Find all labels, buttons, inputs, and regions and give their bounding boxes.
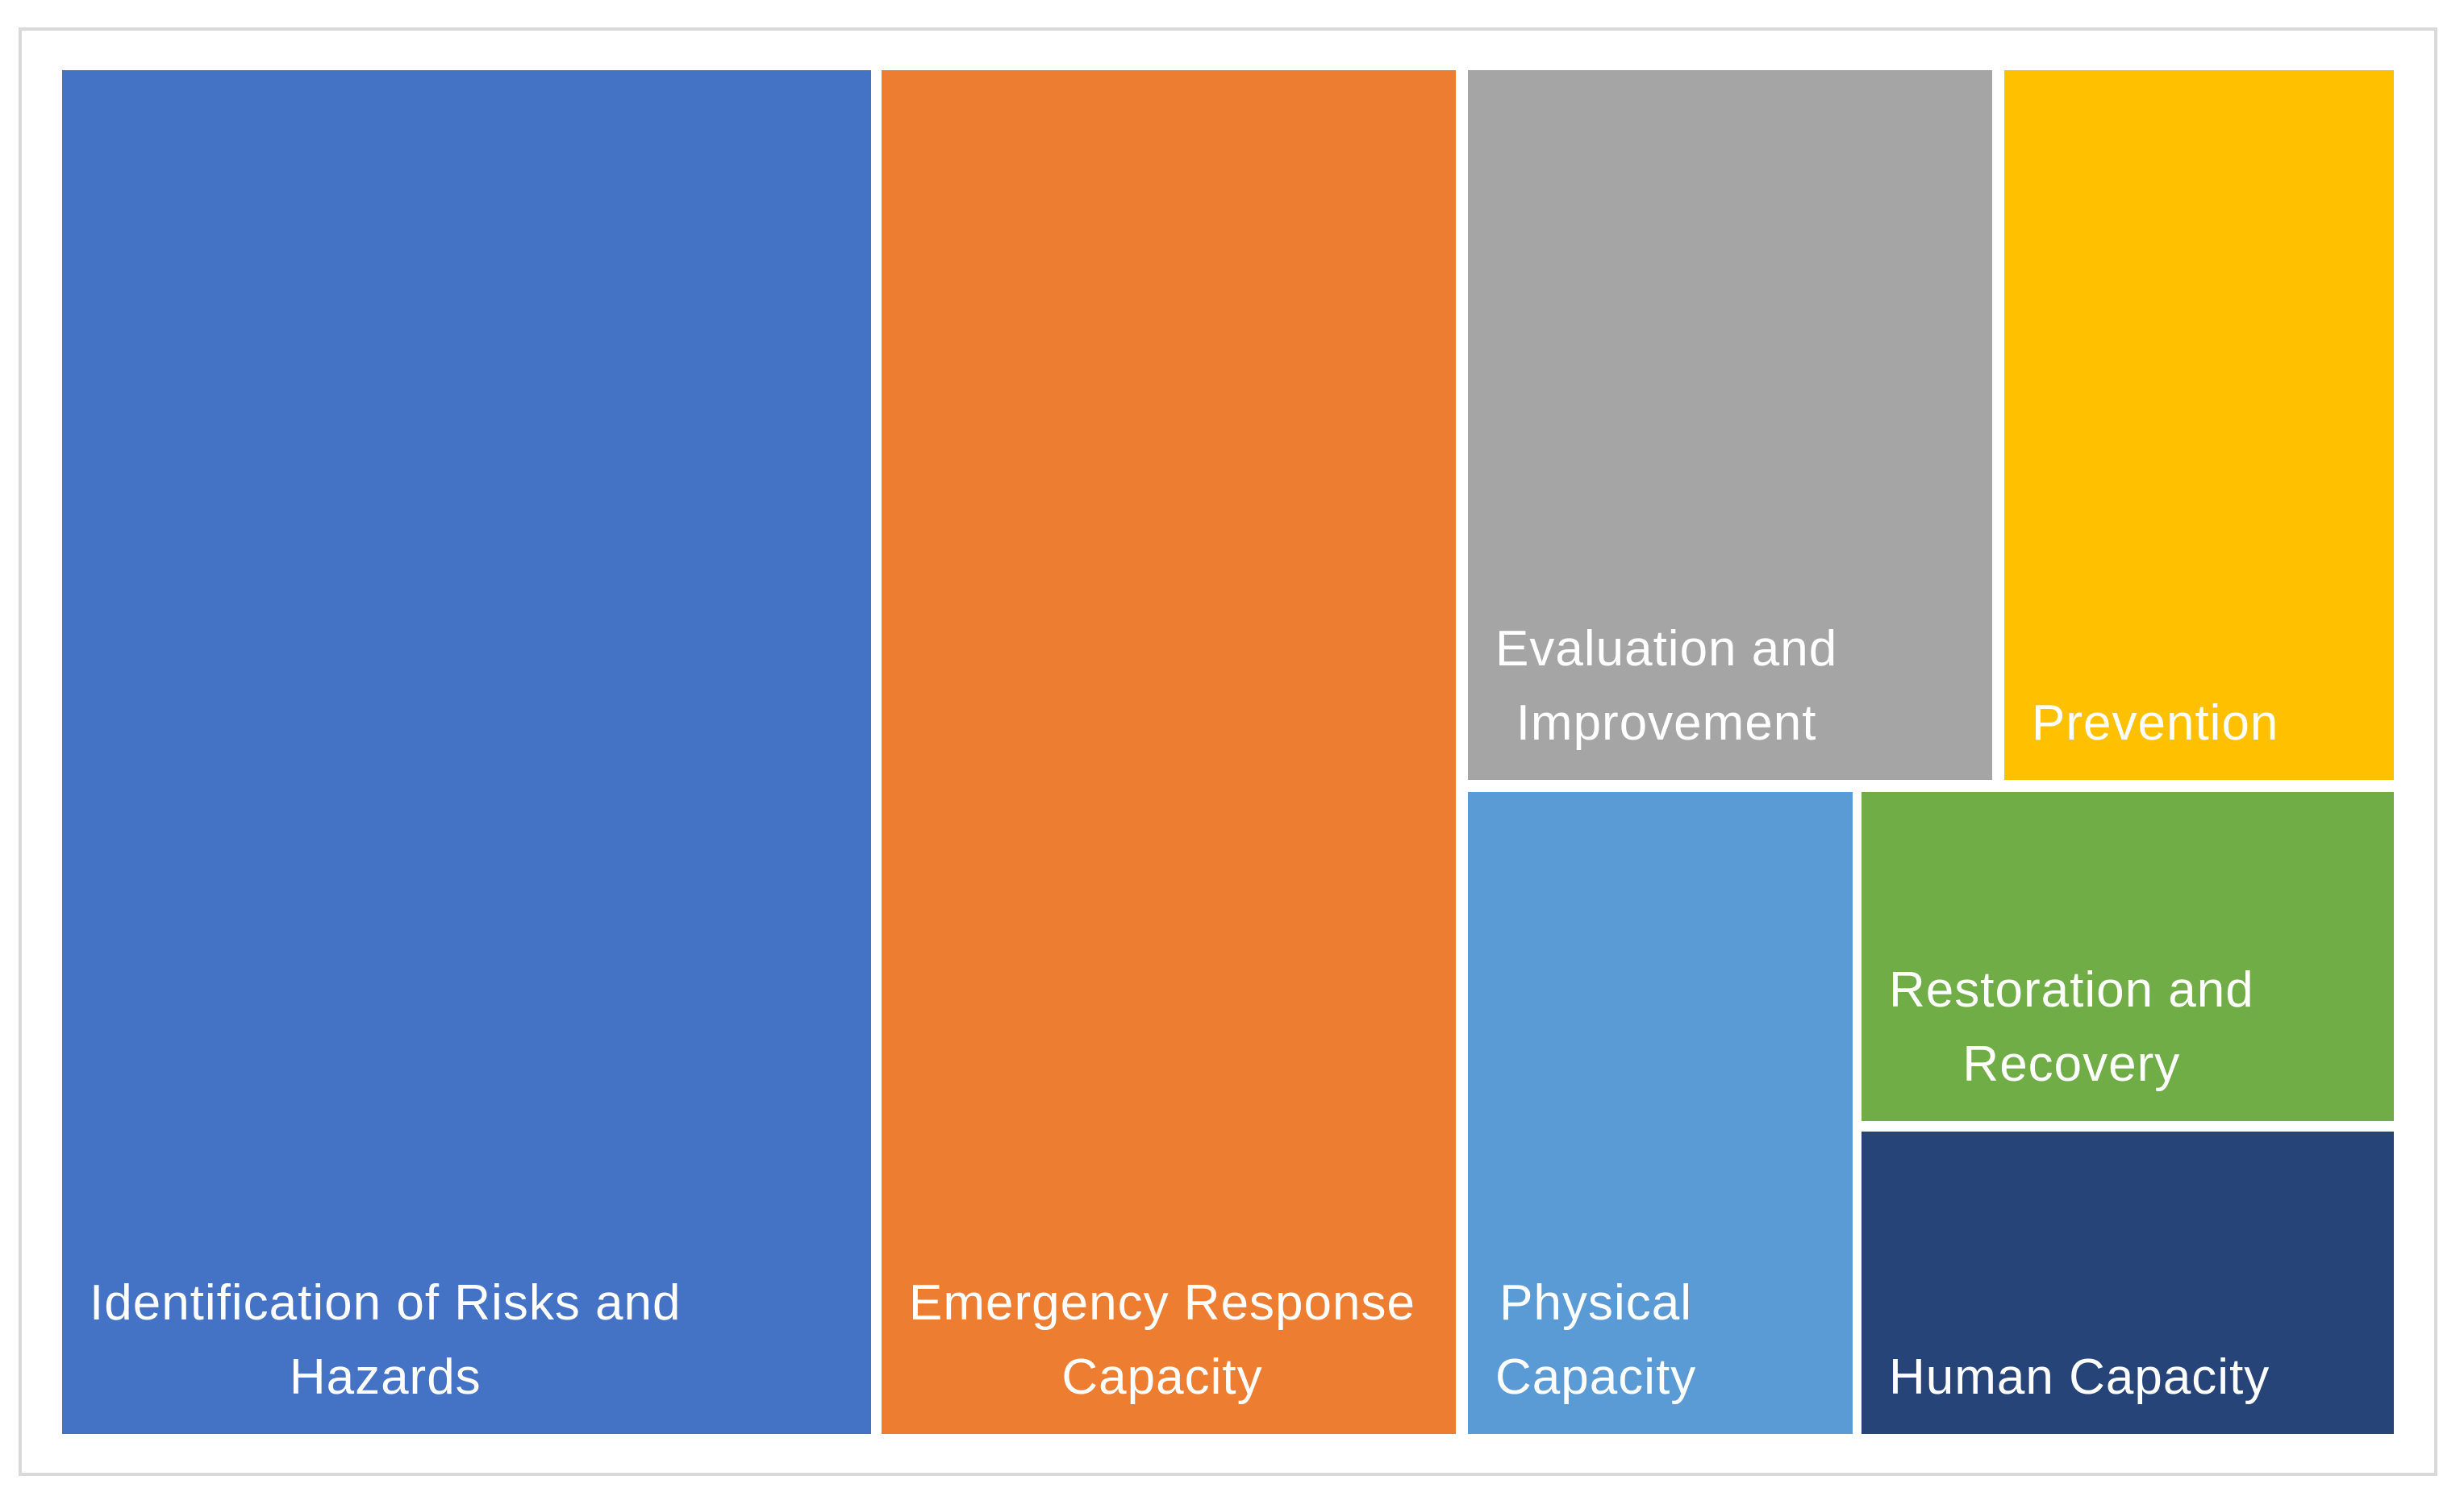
tile-label-physical-capacity: Physical Capacity [1495,1275,1697,1405]
treemap-tile-restoration-and-recovery[interactable]: Restoration and Recovery [1862,792,2394,1121]
tile-label-identification-of-risks-and-hazards: Identification of Risks and Hazards [90,1275,682,1405]
treemap-tile-physical-capacity[interactable]: Physical Capacity [1468,792,1853,1434]
tile-label-restoration-and-recovery: Restoration and Recovery [1889,962,2254,1092]
treemap-tile-evaluation-and-improvement[interactable]: Evaluation and Improvement [1468,70,1992,780]
tile-label-emergency-response-capacity: Emergency Response Capacity [909,1275,1415,1405]
tile-label-prevention: Prevention [2032,695,2279,751]
treemap-tile-emergency-response-capacity[interactable]: Emergency Response Capacity [882,70,1456,1434]
treemap-tile-identification-of-risks-and-hazards[interactable]: Identification of Risks and Hazards [62,70,871,1434]
treemap-tile-prevention[interactable]: Prevention [2004,70,2394,780]
tile-label-human-capacity: Human Capacity [1889,1349,2270,1405]
tile-label-evaluation-and-improvement: Evaluation and Improvement [1495,621,1838,751]
treemap-tile-human-capacity[interactable]: Human Capacity [1862,1132,2394,1434]
